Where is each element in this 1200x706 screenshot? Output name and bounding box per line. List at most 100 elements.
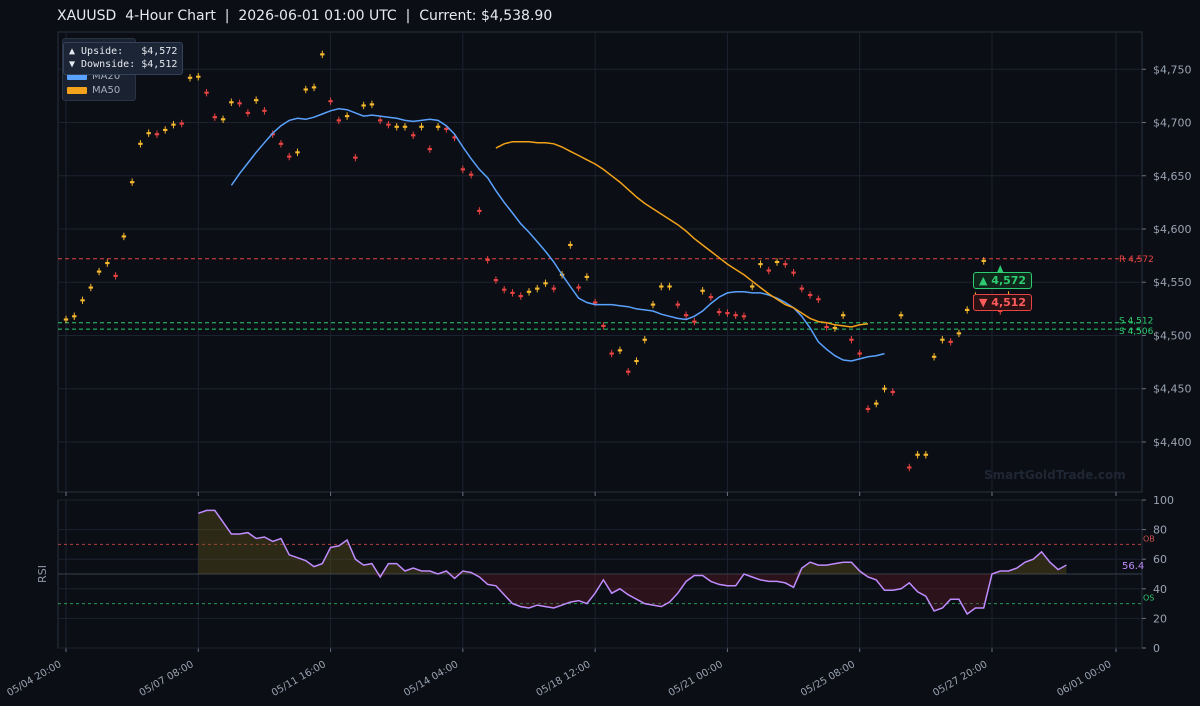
price-tick-label: $4,650 [1153, 170, 1192, 183]
candle-body [72, 315, 77, 318]
candle-body [369, 103, 375, 106]
candle-body [394, 125, 399, 128]
candle-body [700, 289, 705, 292]
candle-body [791, 271, 796, 274]
candle-body [196, 75, 201, 78]
candle-body [444, 127, 449, 130]
rsi-line [198, 509, 1067, 616]
candle-body [964, 308, 970, 311]
upside-target: ▲ Upside: $4,572 [69, 46, 178, 57]
price-tick-label: $4,500 [1153, 329, 1192, 342]
time-tick-label: 05/25 08:00 [799, 659, 857, 699]
price-tick-label: $4,750 [1153, 63, 1192, 76]
candle-body [940, 338, 945, 341]
candle-body [626, 370, 631, 373]
upside-price-tag: ▲ 4,572 [973, 272, 1033, 289]
candle-body [336, 119, 342, 122]
candle-body [659, 285, 664, 288]
rsi-tick-label: 40 [1153, 583, 1167, 596]
candle-body [692, 320, 697, 323]
candle-body [88, 286, 94, 289]
time-tick-label: 05/21 00:00 [667, 659, 725, 699]
legend-ma20: MA20 [67, 71, 120, 82]
candle-body [783, 263, 788, 266]
candle-body [758, 263, 763, 266]
legend-ma20-label: MA20 [92, 71, 121, 82]
candle-body [931, 355, 937, 358]
upside-marker [997, 265, 1004, 272]
candle-body [551, 287, 556, 290]
support-label: S 4,506 [1119, 327, 1154, 337]
candle-body [857, 352, 862, 355]
candle-body [96, 270, 102, 273]
candle-body [824, 325, 829, 329]
candle-body [460, 168, 466, 171]
candle-body [708, 296, 714, 299]
candle-body [981, 259, 986, 262]
candle-body [179, 122, 184, 125]
rsi-fill-above [198, 510, 1067, 574]
candle-body [766, 269, 771, 272]
candle-body [163, 128, 168, 132]
candle-body [518, 295, 523, 298]
candle-body [741, 315, 747, 318]
rsi-axis-label: RSI [36, 565, 49, 583]
rsi-tick-label: 100 [1153, 494, 1174, 507]
candle-body [874, 402, 879, 405]
candle-body [675, 303, 681, 306]
targets-box: ▲ Upside: $4,572 ▼ Downside: $4,512 [63, 42, 184, 75]
candle-body [683, 314, 689, 317]
candle-body [63, 318, 69, 321]
rsi-fill-below [198, 574, 1067, 614]
time-tick-label: 05/18 12:00 [534, 659, 592, 699]
candle-body [344, 115, 350, 118]
candle-body [535, 287, 540, 290]
candle-body [634, 359, 639, 363]
candle-body [220, 118, 226, 121]
candle-body [361, 104, 366, 107]
candle-body [799, 287, 805, 290]
candle-body [468, 173, 474, 176]
price-tick-label: $4,550 [1153, 276, 1192, 289]
legend-ma50: MA50 [67, 85, 120, 96]
legend-ma50-label: MA50 [92, 85, 121, 96]
candle-body [138, 142, 143, 145]
candle-body [187, 76, 193, 79]
candle-body [435, 125, 441, 128]
candle-body [907, 466, 912, 469]
candle-body [849, 338, 854, 341]
candle-body [485, 258, 490, 261]
candle-body [923, 453, 929, 456]
candle-body [477, 209, 482, 212]
candle-body [865, 407, 871, 411]
candle-body [171, 123, 176, 126]
candle-body [915, 453, 920, 456]
candle-body [113, 274, 118, 277]
time-tick-label: 05/07 08:00 [138, 659, 196, 699]
price-tick-label: $4,700 [1153, 117, 1192, 130]
candle-body [493, 279, 499, 282]
price-panel-frame [57, 31, 1143, 493]
candle-body [154, 133, 160, 136]
candle-body [237, 102, 242, 105]
candle-body [840, 314, 846, 317]
candle-body [353, 156, 358, 159]
rsi-os-label: OS [1143, 594, 1154, 603]
candle-body [898, 314, 904, 317]
candle-body [328, 100, 333, 103]
candle-body [774, 260, 780, 264]
candle-body [377, 119, 383, 122]
candle-body [452, 136, 457, 139]
candle-body [716, 310, 722, 314]
candle-body [80, 299, 85, 302]
rsi-tick-label: 20 [1153, 612, 1167, 625]
candle-body [212, 116, 218, 119]
candle-body [262, 109, 267, 112]
candle-body [543, 282, 548, 285]
price-tick-label: $4,600 [1153, 223, 1192, 236]
candle-body [311, 86, 317, 89]
candle-body [592, 301, 598, 304]
candle-body [733, 314, 738, 317]
resistance-label: R 4,572 [1119, 255, 1154, 265]
price-tick-label: $4,400 [1153, 436, 1192, 449]
